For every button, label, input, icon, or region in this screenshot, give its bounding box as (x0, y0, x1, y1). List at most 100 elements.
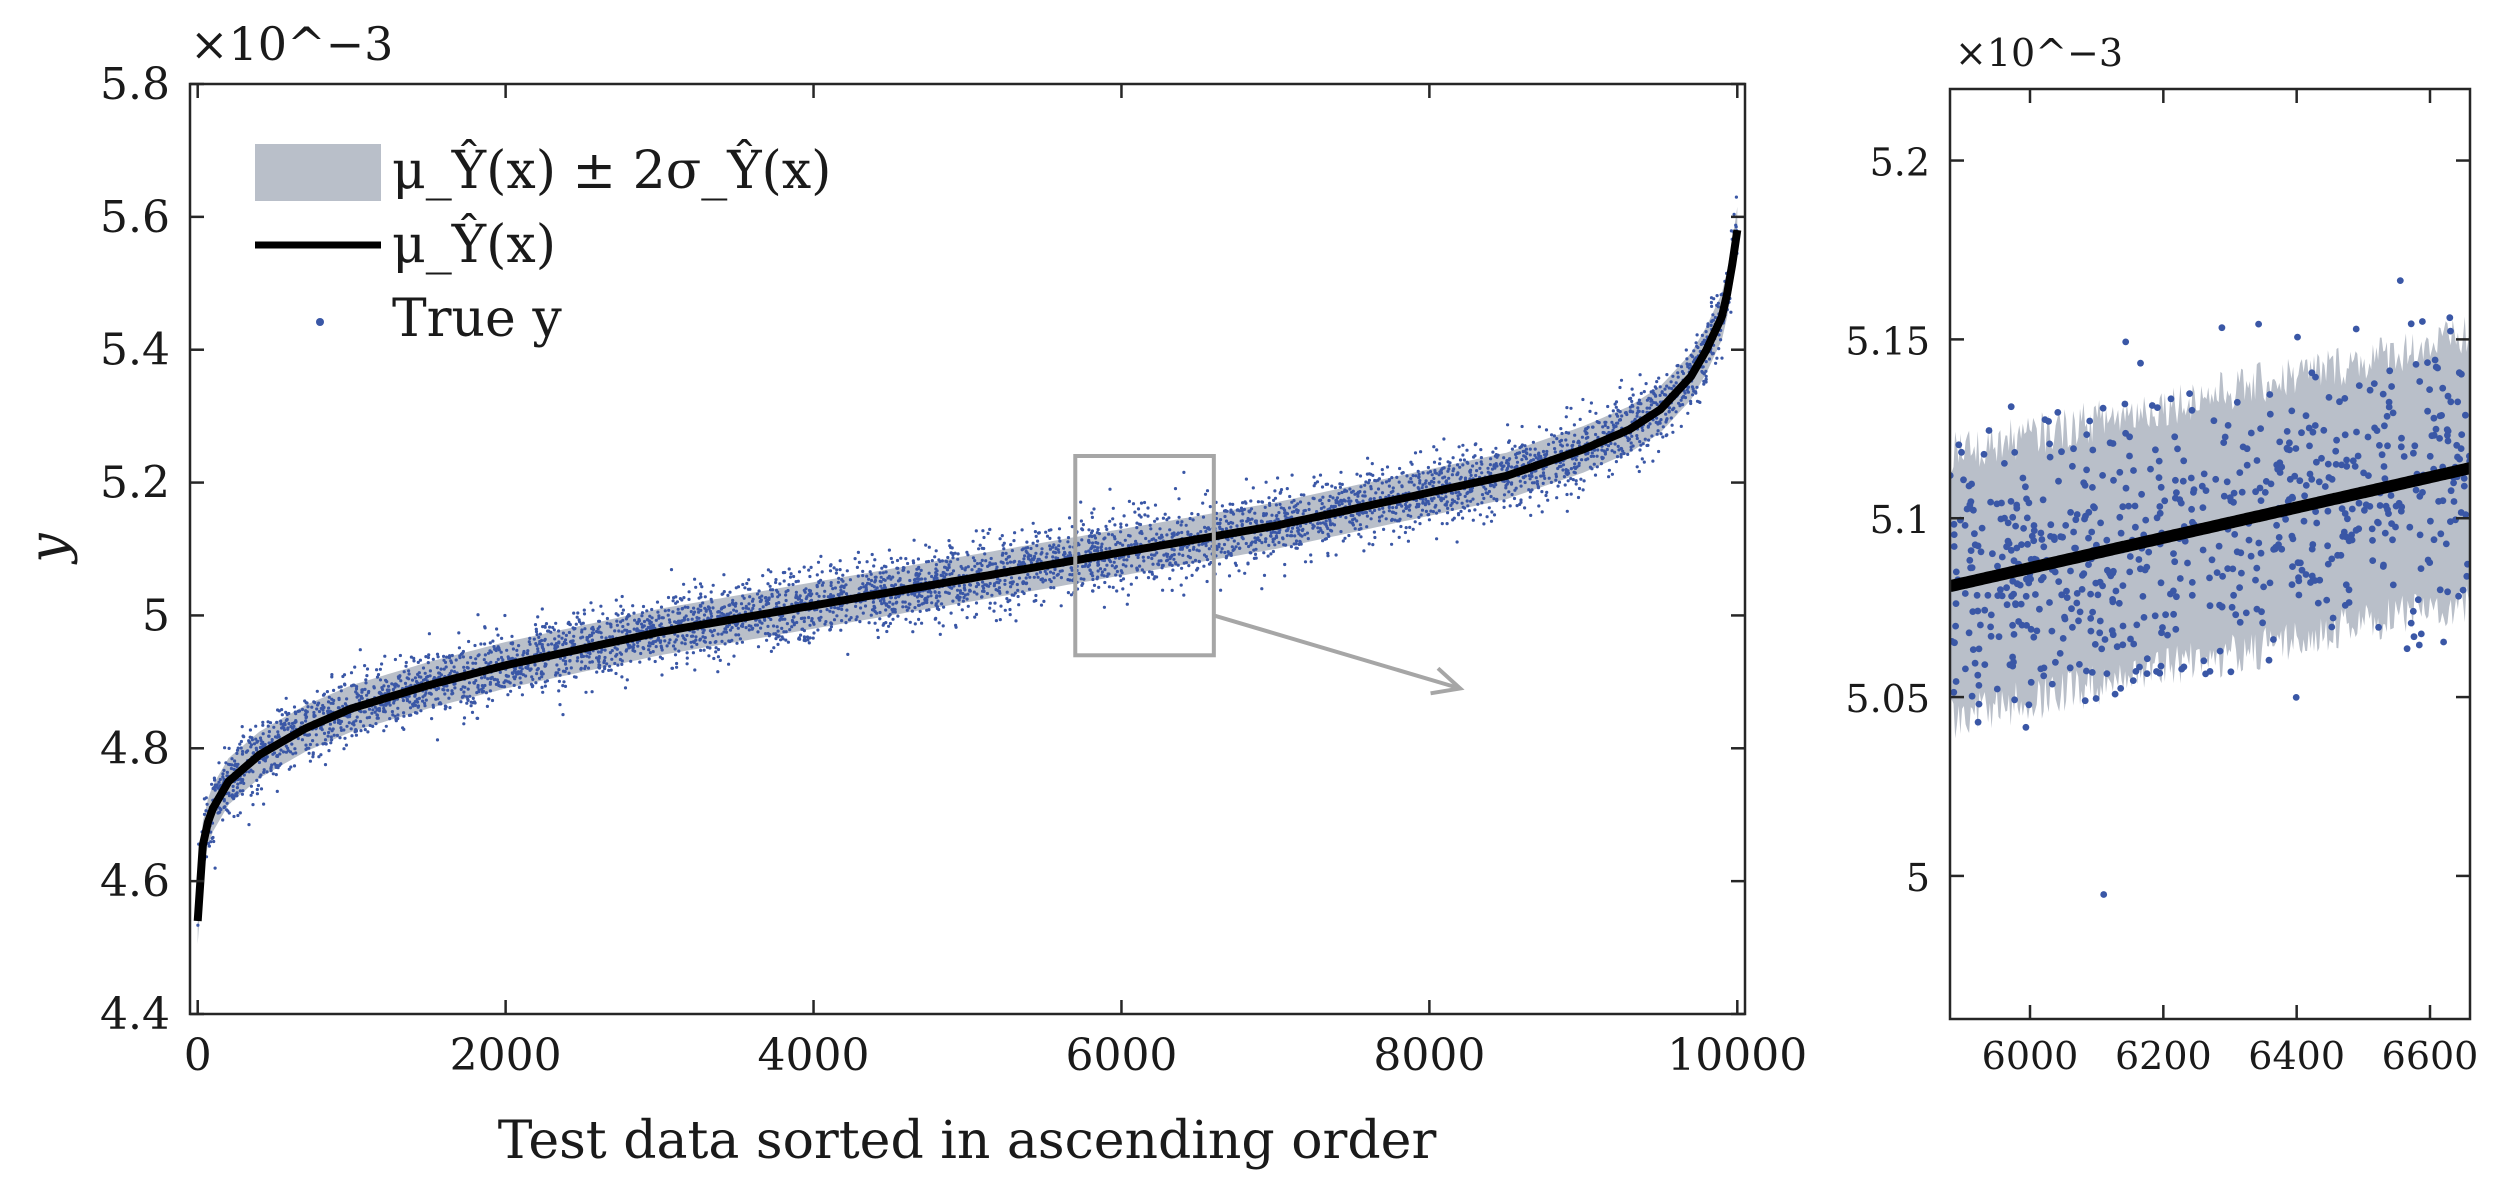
true-y-point (1197, 549, 1201, 553)
true-y-point (1397, 519, 1401, 523)
true-y-point (247, 770, 251, 774)
true-y-point (1518, 446, 1522, 450)
true-y-point (1584, 452, 1588, 456)
true-y-point (1404, 506, 1408, 510)
true-y-point (1103, 568, 1107, 572)
true-y-point (1034, 551, 1038, 555)
true-y-point (280, 713, 284, 717)
true-y-point (1648, 422, 1652, 426)
true-y-point (1326, 551, 1330, 555)
true-y-point (600, 635, 604, 639)
true-y-point (525, 652, 530, 656)
true-y-point (1219, 550, 1223, 554)
true-y-point (997, 589, 1002, 594)
true-y-point (1438, 462, 1442, 466)
true-y-point (1424, 485, 1428, 489)
true-y-point (1410, 480, 1414, 484)
true-y-point (375, 668, 379, 672)
true-y-point (1616, 421, 1620, 425)
true-y-point (293, 710, 297, 714)
true-y-point (1244, 477, 1248, 481)
true-y-point (1290, 473, 1294, 477)
true-y-point (1182, 470, 1186, 474)
true-y-point (424, 655, 428, 659)
true-y-point (729, 611, 733, 615)
true-y-point (1658, 385, 1662, 389)
true-y-point (427, 653, 431, 657)
true-y-point (1600, 455, 1604, 459)
true-y-point (1658, 393, 1662, 397)
true-y-point (551, 625, 555, 630)
true-y-point (597, 656, 601, 660)
true-y-point (1283, 562, 1287, 567)
true-y-point (1324, 537, 1328, 541)
true-y-point (699, 592, 703, 596)
true-y-point (829, 625, 834, 629)
true-y-point (402, 714, 406, 718)
true-y-point (608, 622, 612, 626)
true-y-point (576, 656, 580, 660)
true-y-point (327, 695, 331, 699)
true-y-point (1432, 476, 1436, 481)
true-y-point (690, 617, 694, 621)
true-y-point (584, 690, 588, 694)
true-y-point (960, 608, 964, 612)
true-y-point (894, 596, 898, 600)
true-y-point (895, 558, 900, 563)
true-y-point (977, 570, 981, 574)
true-y-point (756, 645, 761, 649)
true-y-point (1355, 511, 1360, 516)
true-y-point (1636, 401, 1640, 405)
true-y-point (304, 715, 309, 719)
true-y-point (1080, 583, 1084, 588)
true-y-point (1482, 485, 1486, 489)
true-y-point (1570, 444, 1574, 448)
true-y-point (380, 662, 384, 666)
true-y-point (776, 629, 780, 633)
true-y-point (917, 565, 921, 569)
true-y-point (1560, 431, 1564, 436)
true-y-point (1271, 549, 1275, 554)
true-y-point (951, 569, 956, 573)
true-y-point (465, 695, 469, 699)
true-y-point (1537, 425, 1541, 429)
true-y-point (869, 613, 873, 617)
true-y-point (656, 636, 661, 640)
true-y-point (1429, 509, 1433, 513)
true-y-point (402, 670, 406, 674)
true-y-point (825, 608, 829, 612)
true-y-point (1553, 450, 1557, 454)
true-y-point (1275, 513, 1279, 518)
true-y-point (1506, 423, 1510, 427)
true-y-point (831, 587, 835, 591)
true-y-point (725, 612, 729, 616)
true-y-point (307, 751, 311, 755)
true-y-point (783, 570, 787, 575)
true-y-point (640, 611, 645, 615)
true-y-point (279, 719, 283, 723)
true-y-point (882, 583, 887, 588)
true-y-point (1036, 531, 1041, 535)
true-y-point (271, 752, 275, 756)
true-y-point (671, 610, 675, 614)
true-y-point (265, 770, 269, 774)
true-y-point (1367, 478, 1372, 482)
true-y-point (726, 593, 730, 598)
true-y-point (1058, 569, 1062, 573)
true-y-point (377, 709, 382, 713)
true-y-point (512, 669, 517, 673)
true-y-point (522, 651, 526, 655)
true-y-point (842, 590, 846, 594)
true-y-point (1053, 551, 1058, 555)
true-y-point (492, 678, 496, 682)
true-y-point (797, 637, 801, 641)
true-y-point (286, 726, 290, 730)
true-y-point (1465, 491, 1469, 496)
true-y-point (1479, 448, 1483, 452)
true-y-point (564, 633, 569, 638)
true-y-point (730, 626, 734, 630)
true-y-point (1190, 511, 1194, 516)
true-y-point (1600, 448, 1604, 452)
true-y-point (1389, 490, 1393, 494)
true-y-point (1133, 542, 1137, 547)
